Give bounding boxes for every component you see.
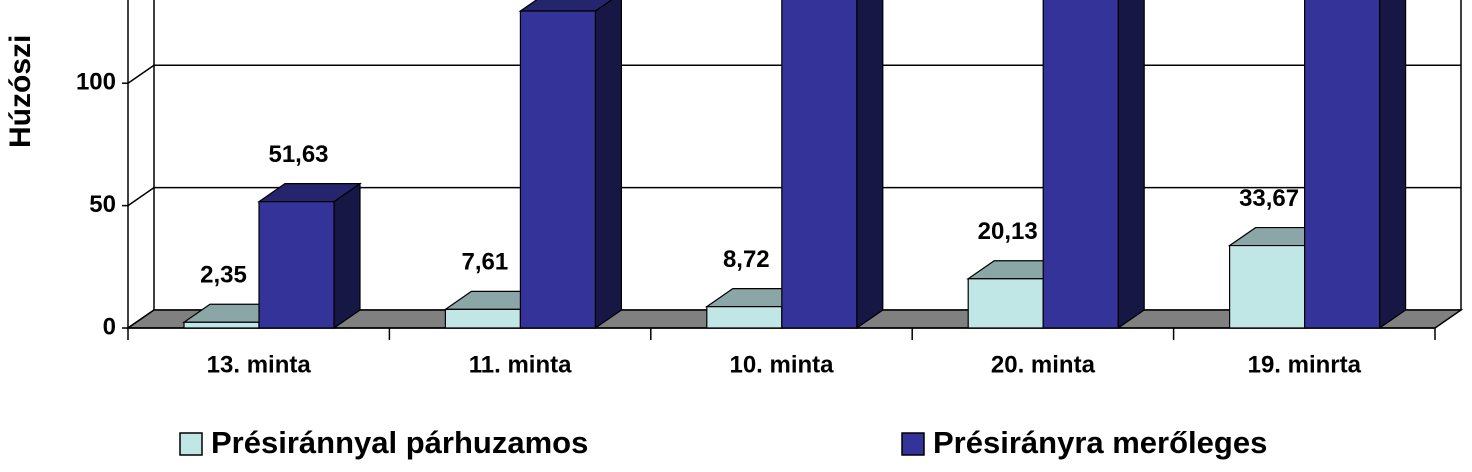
bar-face [1117,0,1145,330]
bar-face [1042,0,1119,329]
legend-label: Présirányra merőleges [933,425,1267,460]
bar-face [781,0,858,329]
legend-label: Présiránnyal párhuzamos [211,425,588,460]
value-label: 20,13 [978,218,1038,245]
value-label: 33,67 [1239,185,1299,212]
x-tick-label: 10. minta [729,351,834,378]
legend-swatch [179,432,203,456]
bar-face [594,0,623,330]
value-label: 7,61 [462,249,509,276]
bar-face [856,0,884,330]
y-tick-label: 100 [76,69,116,96]
bar-face [183,321,260,329]
bar-face [333,182,361,330]
x-tick-label: 13. minta [207,351,312,378]
x-tick-label: 11. minta [469,351,572,378]
bar-face [1303,0,1381,329]
legend-swatch [901,432,925,456]
value-label: 51,63 [268,141,328,168]
bar-face [444,308,522,329]
bar-face [258,201,335,329]
y-tick-label: 50 [89,191,116,218]
value-label: 2,35 [200,262,247,289]
y-tick-depth [127,186,155,207]
bar-face [706,306,783,329]
y-axis-title: Húzószi [4,35,37,148]
x-tick-label: 19. minrta [1248,351,1362,378]
bar-face [519,10,597,329]
x-tick-label: 20. minta [991,351,1096,378]
y-tick-label: 0 [103,313,116,340]
bar [1303,0,1407,330]
bar [781,0,884,330]
bar [1042,0,1145,330]
bar-face [967,278,1044,329]
bar [518,0,623,330]
bar-face [1378,0,1407,330]
y-tick-depth [127,64,155,84]
bar [257,182,362,330]
value-label: 8,72 [723,246,770,273]
bar-face [1228,244,1306,329]
